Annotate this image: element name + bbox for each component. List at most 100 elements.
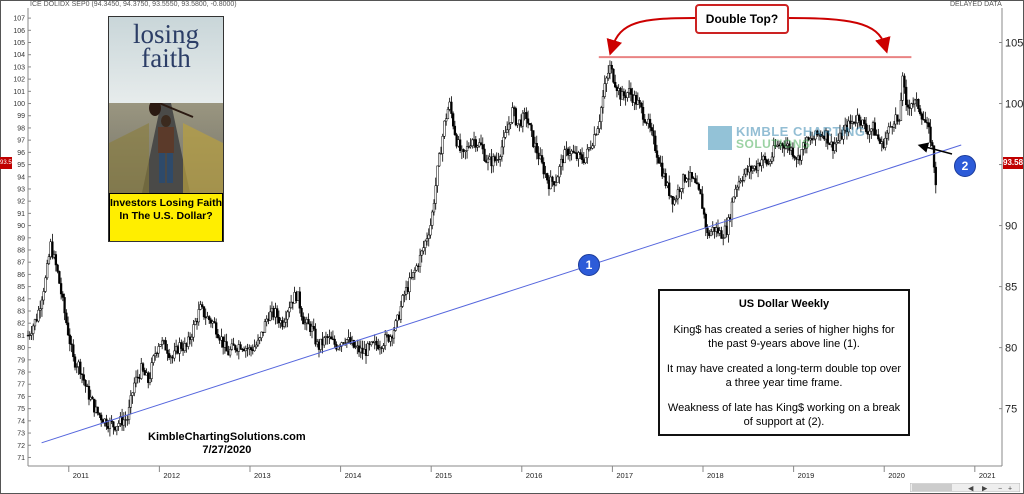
candle-body xyxy=(638,100,641,104)
candle-body xyxy=(260,331,263,339)
candle-body xyxy=(183,343,186,351)
candle-body xyxy=(920,113,923,120)
candle-body xyxy=(70,343,73,345)
candle-body xyxy=(68,334,71,345)
candle-body xyxy=(701,193,704,209)
candle-body xyxy=(673,199,676,205)
left-tick-label: 100 xyxy=(13,101,25,108)
candle-body xyxy=(917,99,920,109)
candle-body xyxy=(605,77,608,84)
candle-body xyxy=(79,361,82,375)
candle-body xyxy=(681,174,685,189)
candle-body xyxy=(873,122,876,136)
candle-body xyxy=(323,337,326,346)
candle-body xyxy=(75,366,78,368)
candle-body xyxy=(622,91,626,96)
left-tick-label: 76 xyxy=(17,394,25,401)
candle-body xyxy=(739,180,742,183)
candle-body xyxy=(727,217,730,235)
left-tick-label: 79 xyxy=(17,357,25,364)
candle-body xyxy=(626,92,629,98)
candle-body xyxy=(499,156,502,160)
x-tick-label: 2011 xyxy=(73,471,89,480)
candle-body xyxy=(709,231,713,236)
candle-body xyxy=(439,153,443,155)
candle-body xyxy=(497,159,500,161)
chart-scroll-controls[interactable]: ◀ ▶ − + xyxy=(910,483,1020,492)
left-tick-label: 80 xyxy=(17,345,25,352)
candle-body xyxy=(39,308,42,311)
candle-body xyxy=(878,138,882,144)
candle-body xyxy=(504,132,507,138)
candle-body xyxy=(282,322,286,327)
candle-body xyxy=(258,337,261,341)
zoom-plus-icon: + xyxy=(1008,486,1012,493)
candle-body xyxy=(464,150,467,153)
candle-body xyxy=(579,152,582,155)
candle-body xyxy=(910,103,913,109)
marker-2: 2 xyxy=(954,155,976,177)
last-price-tag: 93.58 xyxy=(1003,157,1024,169)
candle-body xyxy=(58,271,61,284)
candle-body xyxy=(277,317,281,324)
left-tick-label: 88 xyxy=(17,247,25,254)
candle-body xyxy=(167,353,171,358)
book-sky xyxy=(109,17,223,103)
candle-body xyxy=(661,162,664,177)
candle-body xyxy=(650,127,653,131)
candle-body xyxy=(427,234,430,239)
candle-body xyxy=(366,343,369,356)
candle-body xyxy=(614,81,617,88)
candle-body xyxy=(122,419,125,426)
candle-body xyxy=(73,356,77,368)
candle-body xyxy=(131,392,134,396)
candle-body xyxy=(471,139,474,147)
candle-body xyxy=(312,325,315,330)
candle-body xyxy=(422,247,425,252)
logo-text-1: KIMBLE CHARTING xyxy=(736,124,866,139)
book-title-line1: losing xyxy=(132,19,199,49)
candle-body xyxy=(566,148,570,156)
candle-body xyxy=(835,142,838,145)
candle-body xyxy=(154,353,157,357)
candle-body xyxy=(668,182,671,196)
candle-body xyxy=(333,338,336,345)
scroll-thumb xyxy=(912,484,952,491)
candle-body xyxy=(854,122,857,124)
candle-body xyxy=(868,130,871,135)
candle-body xyxy=(230,343,234,350)
kimble-logo: KIMBLE CHARTING SOLUTIONS xyxy=(708,124,865,152)
candle-body xyxy=(800,149,803,161)
candle-body xyxy=(410,276,413,279)
candle-body xyxy=(330,336,333,340)
candle-body xyxy=(213,321,216,323)
candle-body xyxy=(819,133,822,137)
candle-body xyxy=(652,130,655,137)
candle-body xyxy=(469,145,472,147)
candle-body xyxy=(511,107,514,123)
candle-body xyxy=(722,237,725,239)
candle-body xyxy=(751,168,754,172)
scroll-left-icon: ◀ xyxy=(968,486,974,493)
candle-body xyxy=(788,143,791,151)
book-illustration xyxy=(109,100,223,207)
candle-body xyxy=(481,144,484,150)
candle-body xyxy=(887,126,890,134)
candle-body xyxy=(37,309,40,322)
left-tick-label: 90 xyxy=(17,223,25,230)
candle-body xyxy=(190,336,193,340)
candle-body xyxy=(734,188,737,198)
candle-body xyxy=(429,225,432,236)
candle-body xyxy=(314,328,317,345)
candle-body xyxy=(65,312,68,324)
candle-body xyxy=(150,362,153,379)
candle-body xyxy=(864,123,868,132)
left-tick-label: 106 xyxy=(13,28,25,35)
symbol-header: ICE DOLIDX SEP0 (94.3450, 94.3750, 93.55… xyxy=(30,1,237,8)
x-tick-label: 2016 xyxy=(526,471,543,480)
candle-body xyxy=(446,109,450,120)
candle-body xyxy=(445,118,448,122)
candle-body xyxy=(239,344,242,350)
support-break-arrow xyxy=(917,142,953,155)
book-cover-image: losing faith Investors Losing Faith In T… xyxy=(108,16,224,242)
